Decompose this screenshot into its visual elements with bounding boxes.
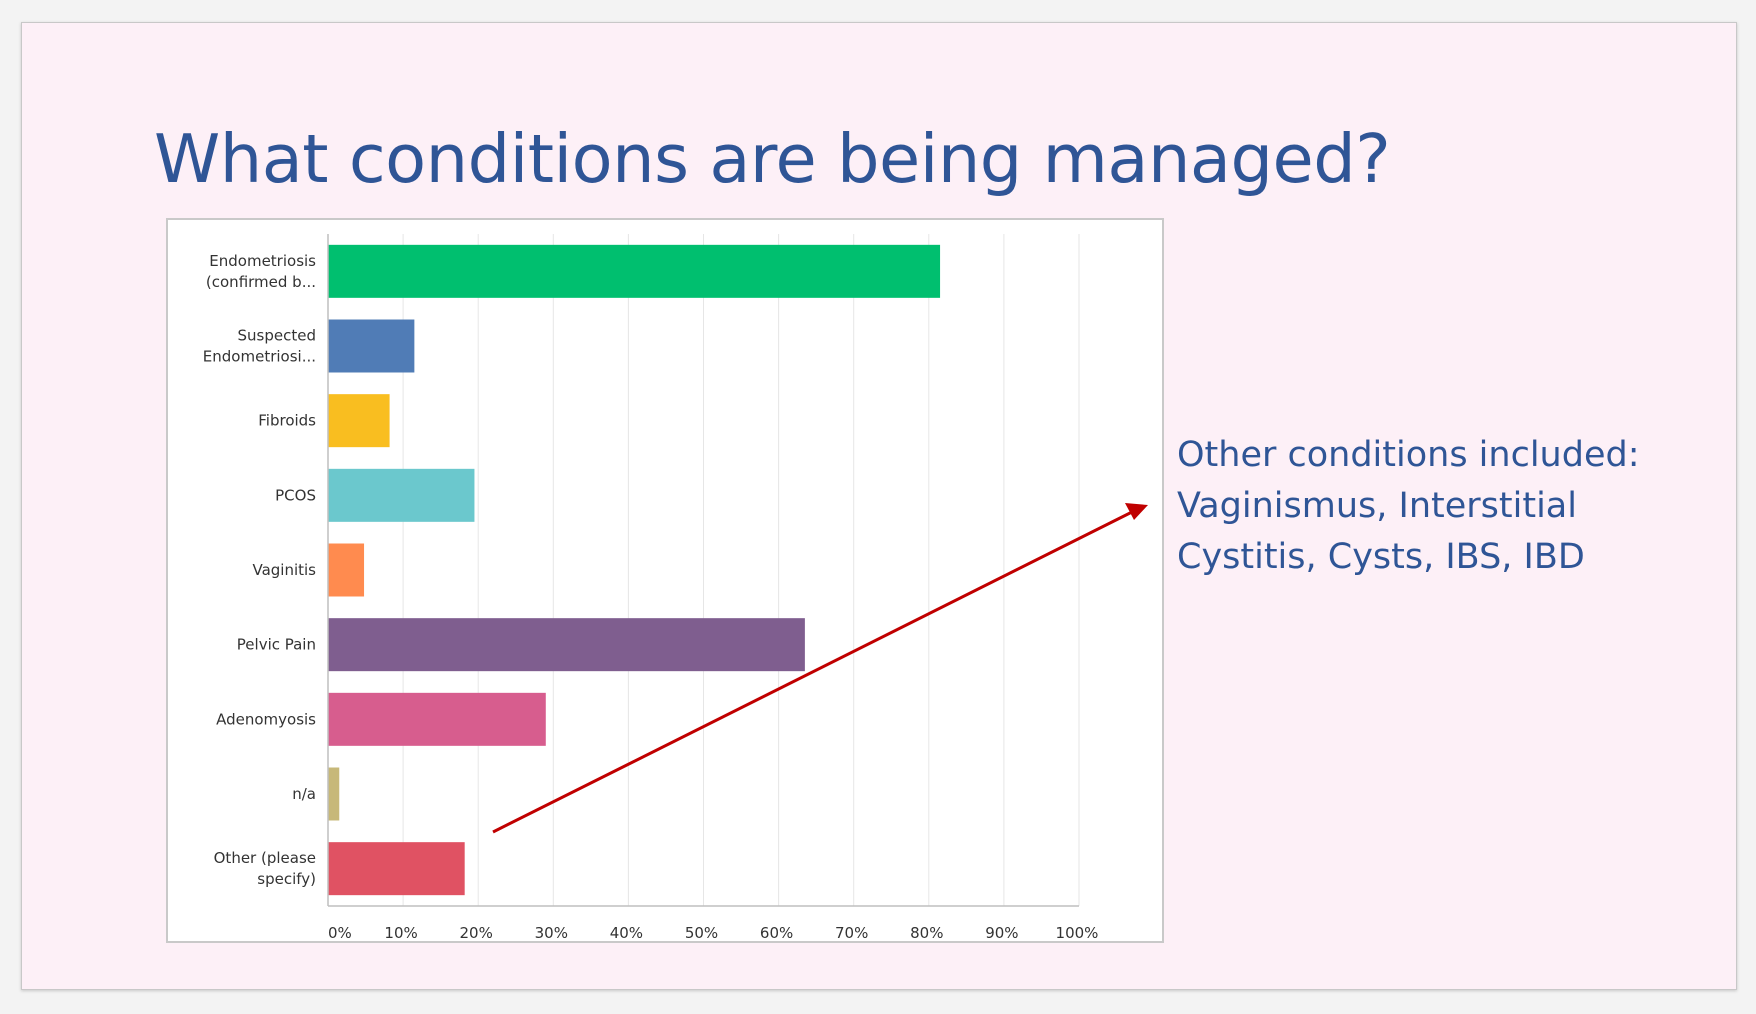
arrowhead (1125, 503, 1148, 520)
category-label: Suspected (238, 327, 316, 345)
bar (328, 319, 415, 373)
tick-label: 30% (535, 924, 568, 941)
category-label: Fibroids (258, 412, 316, 430)
bar-chart: Endometriosis (confirmed b... Suspected End… (203, 234, 1098, 941)
tick-label: 80% (910, 924, 943, 941)
slide-title: What conditions are being managed? (154, 120, 1391, 198)
bar (328, 842, 465, 896)
other-conditions-note: Other conditions included: Vaginismus, I… (1177, 435, 1640, 577)
category-label: Vaginitis (252, 561, 316, 579)
bar (328, 618, 805, 672)
bar (328, 468, 475, 522)
tick-label: 100% (1056, 924, 1099, 941)
tick-label: 0% (328, 924, 352, 941)
tick-label: 10% (384, 924, 417, 941)
bar (328, 767, 340, 821)
tick-label: 50% (685, 924, 718, 941)
tick-label: 20% (460, 924, 493, 941)
bars (328, 244, 941, 896)
category-label: Other (please (214, 849, 316, 867)
category-label: (confirmed b... (206, 273, 316, 291)
category-label: Pelvic Pain (237, 636, 316, 654)
axes (327, 234, 1079, 907)
bar (328, 394, 390, 448)
category-labels: Endometriosis (confirmed b... Suspected End… (203, 252, 316, 888)
bar (328, 692, 546, 746)
tick-label: 70% (835, 924, 868, 941)
arrow-line (492, 510, 1133, 834)
category-label: Endometriosis (209, 252, 316, 270)
category-label: n/a (292, 785, 316, 803)
category-label: specify) (257, 870, 316, 888)
bar (328, 244, 941, 298)
bar (328, 543, 365, 597)
tick-labels: 0% 10% 20% 30% 40% 50% 60% 70% 80% 90% 100% (328, 924, 1098, 941)
tick-label: 60% (760, 924, 793, 941)
category-label: Adenomyosis (216, 710, 316, 728)
category-label: PCOS (275, 486, 316, 504)
tick-label: 90% (985, 924, 1018, 941)
category-label: Endometriosi... (203, 348, 316, 366)
tick-label: 40% (610, 924, 643, 941)
grid-lines (402, 234, 1080, 906)
